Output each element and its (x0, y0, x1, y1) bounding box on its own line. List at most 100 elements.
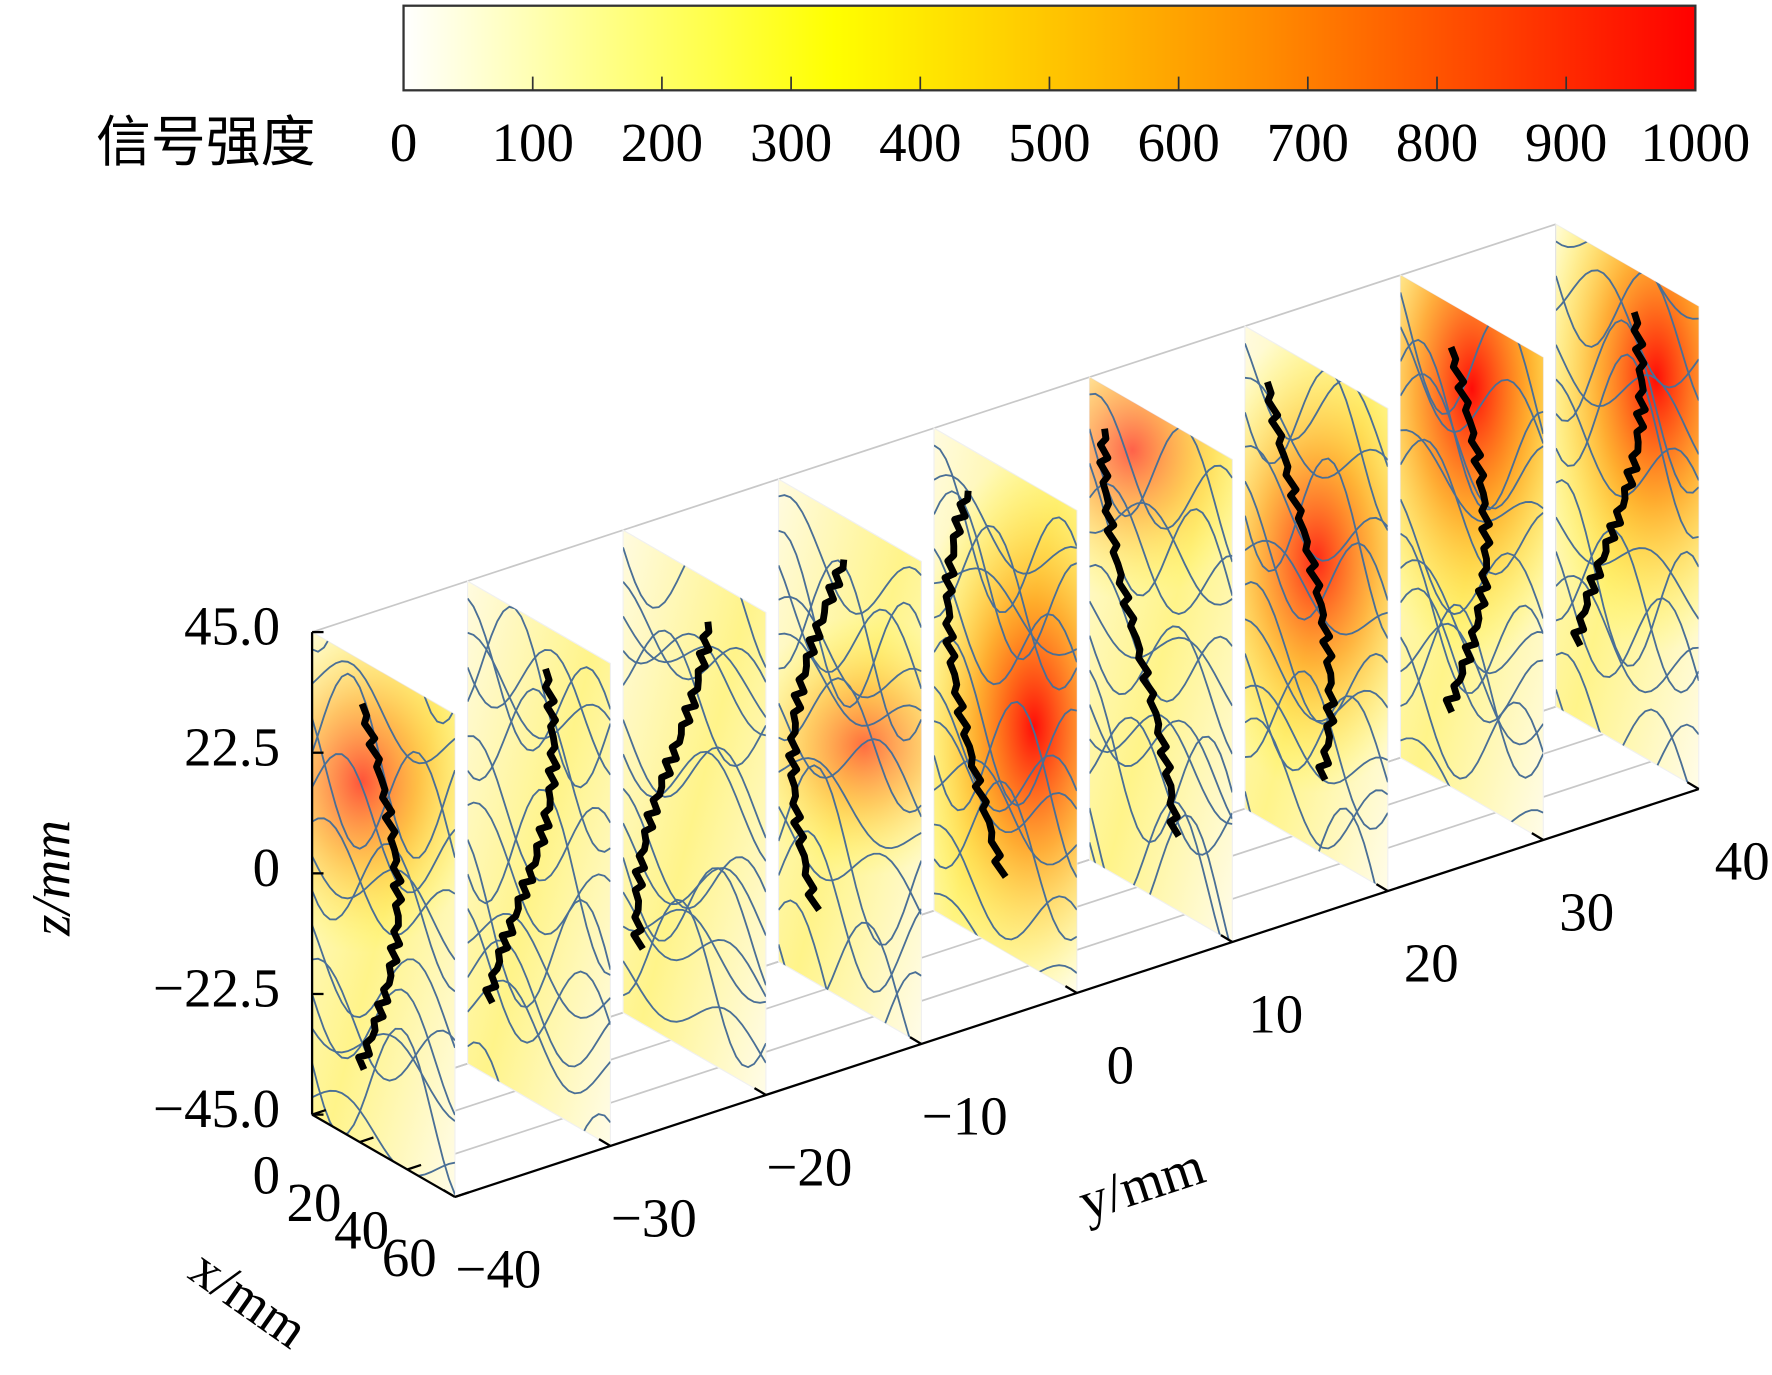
streamline (1400, 438, 1544, 576)
streamline (778, 529, 922, 709)
intensity-patch (1555, 224, 1699, 653)
streamline (778, 757, 922, 850)
streamline (1400, 498, 1544, 619)
streamline (467, 597, 611, 752)
slice-background (622, 529, 767, 1096)
contour (1570, 311, 1649, 648)
colorbar-label: 信号强度 (96, 112, 315, 173)
streamline (623, 629, 766, 768)
streamline (1400, 636, 1544, 780)
colorbar-tick-label: 700 (1267, 112, 1349, 173)
streamline (467, 801, 611, 936)
x-axis-label: x/mm (179, 1237, 319, 1360)
streamline (1400, 373, 1544, 510)
y-tick (909, 1036, 922, 1045)
colorbar-tick-label: 400 (879, 112, 961, 173)
z-tick-label: 45.0 (184, 596, 280, 657)
streamline (623, 898, 766, 1069)
slice-content (1089, 377, 1233, 942)
streamline (1555, 516, 1699, 620)
streamline (1555, 319, 1699, 494)
streamline (1400, 587, 1544, 724)
slice-content (933, 444, 1077, 993)
streamline (623, 615, 766, 718)
streamline (312, 817, 455, 937)
streamline (623, 581, 766, 683)
slice (777, 478, 922, 1045)
streamline (312, 718, 455, 858)
z-axis-label: z/mm (21, 820, 82, 937)
y-tick-label: 0 (1107, 1034, 1134, 1095)
streamline (312, 842, 455, 993)
x-tick (311, 1108, 327, 1116)
y-tick-label: −30 (611, 1187, 697, 1248)
streamline (778, 632, 922, 727)
streamline (1555, 269, 1699, 389)
streamline (467, 687, 611, 853)
streamline (1400, 338, 1544, 511)
streamline (623, 750, 766, 862)
y-tick (598, 1138, 612, 1147)
slice-content (467, 597, 611, 1146)
streamline (623, 632, 766, 737)
streamline (312, 1089, 455, 1177)
y-tick-label: 20 (1404, 932, 1459, 993)
colorbar-tick-label: 800 (1396, 112, 1478, 173)
streamline (467, 648, 611, 776)
z-tick-label: 0 (253, 837, 280, 898)
contour (785, 559, 848, 912)
colorbar-tick-label: 0 (390, 112, 417, 173)
streamline (933, 567, 1077, 656)
streamline (1089, 716, 1233, 856)
z-tick-label: −45.0 (153, 1078, 280, 1139)
streamline (1555, 270, 1699, 401)
y-tick (1686, 781, 1700, 791)
streamline (467, 735, 611, 882)
streamline (623, 960, 766, 1064)
streamline (467, 1041, 611, 1146)
x-axis (311, 1113, 456, 1198)
y-axis-label: y/mm (1071, 1135, 1212, 1233)
streamline (1555, 353, 1699, 539)
y-tick (442, 1189, 456, 1198)
streamline (933, 686, 1077, 813)
y-tick (1531, 832, 1544, 842)
streamline (312, 632, 455, 725)
contour (1264, 380, 1339, 782)
streamline (312, 855, 455, 961)
intensity-patch (1089, 377, 1233, 601)
slice (1088, 376, 1233, 943)
streamline (933, 823, 1077, 941)
colorbar-tick-label: 600 (1137, 112, 1219, 173)
streamline (1089, 669, 1233, 844)
streamline (312, 672, 455, 859)
slice (622, 529, 767, 1096)
streamline (1089, 713, 1233, 825)
y-tick-label: −20 (766, 1136, 852, 1197)
x-tick-label: 60 (382, 1227, 437, 1288)
colorbar-tick-label: 100 (492, 112, 574, 173)
slice (1399, 274, 1544, 842)
streamline (933, 548, 1077, 686)
slice-content (1400, 275, 1544, 835)
streamline (312, 957, 455, 1082)
colorbar-tick-label: 1000 (1641, 112, 1751, 173)
contour (1442, 345, 1494, 714)
intensity-patch (933, 452, 1077, 993)
streamline (933, 444, 1077, 613)
streamline (933, 700, 1077, 878)
streamline (467, 605, 611, 789)
streamline (1089, 392, 1233, 530)
slice-background (466, 580, 612, 1147)
streamline (933, 779, 1077, 942)
y-tick-label: 10 (1248, 983, 1303, 1044)
y-tick (1220, 934, 1233, 943)
y-tick (753, 1087, 767, 1096)
contour (355, 702, 405, 1071)
x-tick (359, 1136, 374, 1144)
streamline (933, 524, 1077, 691)
colorbar-tick-label: 300 (750, 112, 832, 173)
streamline (623, 891, 766, 998)
streamline (1400, 603, 1544, 779)
